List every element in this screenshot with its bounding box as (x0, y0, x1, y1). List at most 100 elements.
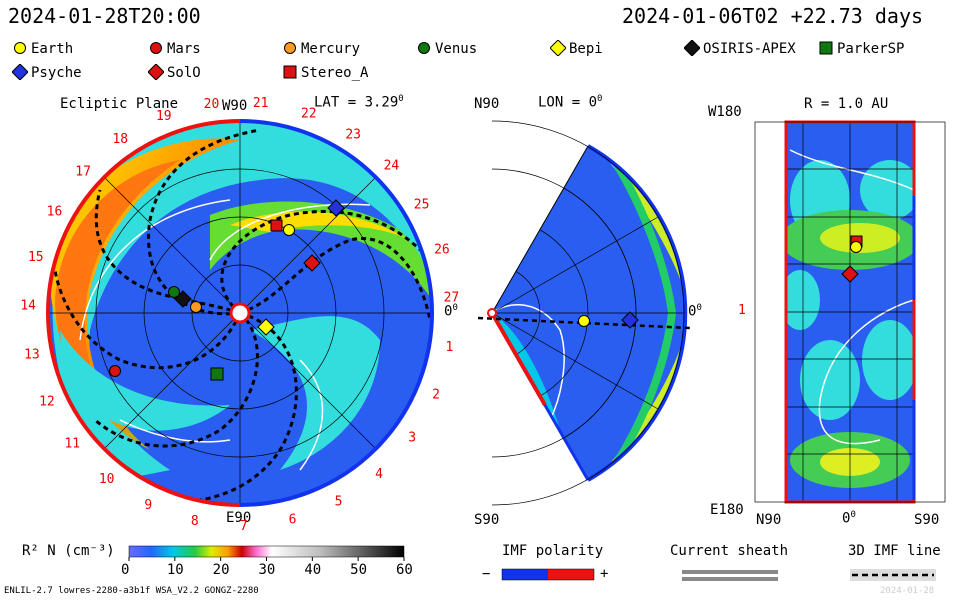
ecliptic-zero-label: 00 (444, 303, 458, 320)
s90-label: S90 (474, 512, 500, 528)
legend-item-osiris-apex: OSIRIS-APEX (683, 39, 796, 57)
sector-label-13: 13 (24, 348, 40, 363)
imf-negative-bar (502, 569, 548, 580)
ecliptic-title: Ecliptic Plane (60, 96, 179, 112)
legend-item-bepi: Bepi (549, 39, 603, 57)
imf-minus: − (482, 566, 491, 582)
run-time: 2024-01-28T20:00 (8, 4, 201, 28)
polarity-arc-sw (46, 312, 241, 507)
circle-icon (284, 42, 296, 54)
legend-label: ParkerSP (837, 41, 905, 57)
colorbar-tick-20: 20 (212, 562, 230, 578)
w180-label: W180 (708, 104, 742, 120)
sector-label-27: 27 (444, 291, 460, 306)
legend-label: Stereo_A (301, 65, 369, 81)
legend-item-mars: Mars (148, 40, 201, 57)
sector-label-18: 18 (112, 132, 128, 147)
footer-model-info: ENLIL-2.7 lowres-2280-a3b1f WSA_V2.2 GON… (4, 586, 259, 596)
sector-label-22: 22 (301, 107, 317, 122)
w90-label: W90 (222, 98, 248, 114)
colorbar-label: R² N (cm⁻³) (22, 543, 115, 559)
legend-label: Mercury (301, 41, 361, 57)
ecliptic-plot (48, 121, 432, 505)
sector-label-17: 17 (75, 164, 91, 179)
legend-item-mercury: Mercury (282, 40, 360, 57)
imf-line-label: 3D IMF line (848, 543, 941, 559)
sector-label-20: 20 (204, 97, 220, 112)
radius-title: R = 1.0 AU (804, 96, 889, 112)
sector-label-12: 12 (39, 395, 55, 410)
e90-label: E90 (226, 510, 252, 526)
imf-plus: + (600, 566, 609, 582)
psyche-marker (327, 199, 345, 217)
sector-label-3: 3 (408, 431, 416, 446)
parkersp-marker (210, 367, 224, 381)
legend-item-psyche: Psyche (11, 63, 82, 81)
square-icon (283, 65, 297, 79)
stereo-a-marker (270, 219, 283, 232)
legend-label: Psyche (31, 65, 82, 81)
sector-label-2: 2 (432, 388, 440, 403)
square-icon (819, 41, 833, 55)
circle-icon (14, 42, 26, 54)
legend-label: Bepi (569, 41, 603, 57)
sector-label-7: 7 (240, 519, 248, 534)
start-time: 2024-01-06T02 +22.73 days (622, 4, 924, 28)
longitude-label: LON = 00 (538, 94, 603, 111)
sector-label-19: 19 (156, 109, 172, 124)
solo-marker (303, 254, 321, 272)
meridional-zero-label: 00 (688, 303, 702, 320)
one-au-label: 1 (738, 303, 746, 318)
legend-item-earth: Earth (12, 40, 73, 57)
osiris-apex-marker (174, 290, 192, 308)
legend-label: OSIRIS-APEX (703, 41, 796, 57)
sector-label-23: 23 (345, 128, 361, 143)
solo-radial-marker (841, 265, 859, 283)
zero-x-label: 00 (842, 510, 856, 527)
imf-positive-bar (548, 569, 594, 580)
earth-meridional-marker (578, 315, 590, 327)
sector-label-16: 16 (47, 204, 63, 219)
sector-label-15: 15 (28, 250, 44, 265)
mars-marker (109, 365, 121, 377)
legend-label: Venus (435, 41, 478, 57)
sector-label-25: 25 (414, 198, 430, 213)
sector-label-24: 24 (384, 159, 400, 174)
colorbar-tickmarks (128, 557, 405, 561)
venus-marker (168, 286, 180, 298)
earth-radial-marker (850, 241, 862, 253)
sector-label-9: 9 (144, 498, 152, 513)
meridional-outer-grid (491, 120, 685, 506)
sector-label-5: 5 (335, 495, 343, 510)
sector-label-21: 21 (253, 96, 269, 111)
sector-label-6: 6 (289, 512, 297, 527)
s90-x-label: S90 (914, 512, 940, 528)
polarity-arc-nw (46, 119, 241, 314)
colorbar-tick-50: 50 (350, 562, 368, 578)
n90-label: N90 (474, 96, 500, 112)
imf-polarity-label: IMF polarity (502, 543, 604, 559)
colorbar-tick-40: 40 (304, 562, 322, 578)
legend-label: Mars (167, 41, 201, 57)
legend-item-solo: SolO (147, 63, 201, 81)
colorbar-tick-0: 0 (121, 562, 130, 578)
meridional-outer-arc (587, 144, 688, 482)
sector-label-14: 14 (20, 299, 36, 314)
radial-markers (841, 235, 863, 283)
sector-label-11: 11 (64, 437, 80, 452)
colorbar-tick-60: 60 (396, 562, 413, 578)
sector-label-4: 4 (375, 467, 383, 482)
circle-icon (418, 42, 430, 54)
e180-label: E180 (710, 502, 744, 518)
ecliptic-markers (109, 199, 345, 381)
legend-label: Earth (31, 41, 74, 57)
legend-item-stereo-a: Stereo_A (282, 64, 368, 81)
polarity-arc-ne (239, 119, 434, 314)
current-sheath-line-1 (682, 570, 778, 574)
n90-x-label: N90 (756, 512, 782, 528)
sector-label-26: 26 (434, 242, 450, 257)
sector-label-1: 1 (445, 340, 453, 355)
polarity-arc-se (239, 312, 434, 507)
